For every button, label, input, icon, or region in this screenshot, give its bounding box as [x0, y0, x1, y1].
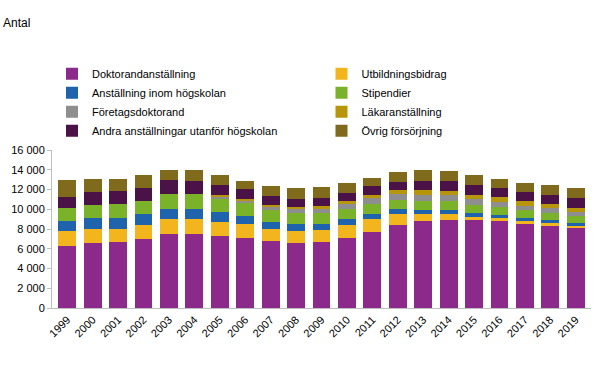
svg-text:16 000: 16 000 — [11, 144, 45, 156]
svg-text:2015: 2015 — [454, 314, 480, 340]
svg-text:Antal: Antal — [3, 16, 30, 30]
svg-text:2000: 2000 — [72, 314, 98, 340]
svg-text:Andra anställningar utanför hö: Andra anställningar utanför högskolan — [92, 125, 277, 137]
svg-text:2016: 2016 — [479, 314, 505, 340]
svg-text:2008: 2008 — [276, 314, 302, 340]
svg-text:Företagsdoktorand: Företagsdoktorand — [92, 106, 184, 118]
svg-text:2002: 2002 — [123, 314, 149, 340]
svg-text:4 000: 4 000 — [17, 262, 45, 274]
svg-text:2006: 2006 — [225, 314, 251, 340]
svg-text:8 000: 8 000 — [17, 223, 45, 235]
svg-text:Utbildningsbidrag: Utbildningsbidrag — [362, 68, 447, 80]
svg-text:6 000: 6 000 — [17, 243, 45, 255]
svg-text:10 000: 10 000 — [11, 203, 45, 215]
svg-text:2018: 2018 — [530, 314, 556, 340]
svg-text:2012: 2012 — [377, 314, 403, 340]
svg-text:Övrig försörjning: Övrig försörjning — [362, 125, 443, 137]
svg-text:14 000: 14 000 — [11, 164, 45, 176]
svg-text:2017: 2017 — [504, 314, 530, 340]
svg-text:2007: 2007 — [250, 314, 276, 340]
svg-text:Läkaranställning: Läkaranställning — [362, 106, 442, 118]
svg-text:12 000: 12 000 — [11, 183, 45, 195]
svg-text:2 000: 2 000 — [17, 282, 45, 294]
svg-text:1999: 1999 — [47, 314, 73, 340]
svg-text:2001: 2001 — [98, 314, 124, 340]
svg-text:2004: 2004 — [174, 314, 200, 340]
svg-text:2013: 2013 — [403, 314, 429, 340]
svg-text:2011: 2011 — [352, 314, 377, 339]
svg-text:2003: 2003 — [148, 314, 174, 340]
svg-text:Doktorandanställning: Doktorandanställning — [92, 68, 195, 80]
svg-text:Stipendier: Stipendier — [362, 87, 412, 99]
svg-text:0: 0 — [39, 302, 45, 314]
svg-text:2019: 2019 — [555, 314, 581, 340]
svg-text:Anställning inom högskolan: Anställning inom högskolan — [92, 87, 226, 99]
svg-text:2014: 2014 — [428, 314, 454, 340]
svg-text:2010: 2010 — [326, 314, 352, 340]
svg-text:2009: 2009 — [301, 314, 327, 340]
svg-text:2005: 2005 — [199, 314, 225, 340]
